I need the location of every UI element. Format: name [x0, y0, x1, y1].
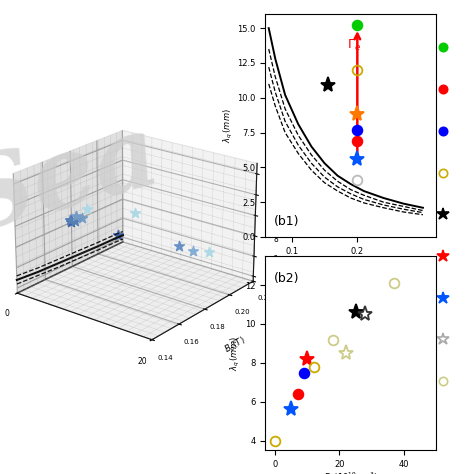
- X-axis label: $\Gamma_e\,(10^{19}m^{-3})$: $\Gamma_e\,(10^{19}m^{-3})$: [324, 470, 378, 474]
- Text: o: o: [441, 127, 446, 135]
- Text: (b1): (b1): [274, 215, 300, 228]
- Text: ★: ★: [438, 249, 449, 263]
- Text: Sea: Sea: [0, 108, 171, 253]
- Text: o: o: [441, 43, 446, 52]
- Text: ★: ★: [438, 208, 449, 221]
- Text: o: o: [441, 377, 446, 385]
- Text: o: o: [441, 168, 446, 177]
- Text: ★: ★: [438, 333, 449, 346]
- Text: $\Gamma_e$: $\Gamma_e$: [347, 38, 362, 53]
- Y-axis label: $B_p(T)$: $B_p(T)$: [223, 334, 249, 357]
- Text: (b2): (b2): [274, 272, 300, 284]
- Y-axis label: $\lambda_q\,(mm)$: $\lambda_q\,(mm)$: [221, 108, 235, 143]
- Text: ★: ★: [438, 291, 449, 304]
- Text: o: o: [441, 85, 446, 93]
- X-axis label: $B_{pol,\,MP}$: $B_{pol,\,MP}$: [336, 257, 365, 270]
- Y-axis label: $\lambda_q\,(mm)$: $\lambda_q\,(mm)$: [229, 336, 242, 371]
